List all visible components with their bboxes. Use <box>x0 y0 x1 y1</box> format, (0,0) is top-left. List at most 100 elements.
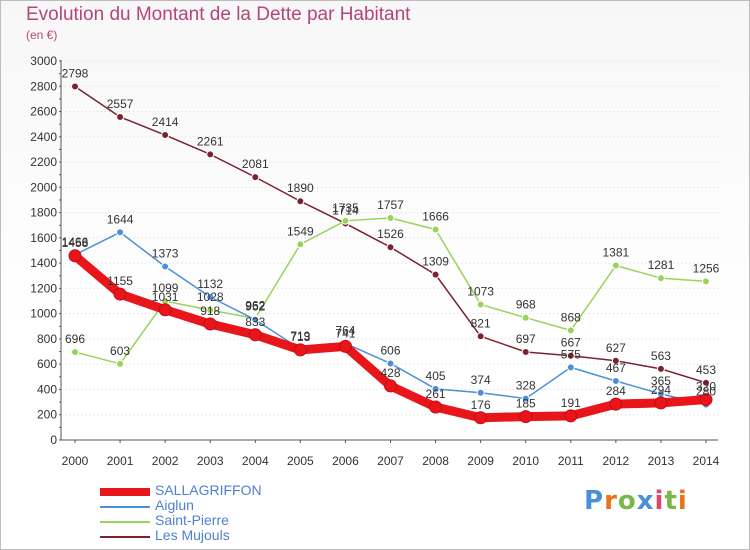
data-point <box>161 262 170 271</box>
legend-item-les-mujouls: Les Mujouls <box>100 527 300 545</box>
legend-swatch-aiglun <box>100 506 150 508</box>
data-label: 1028 <box>197 290 224 304</box>
data-label: 833 <box>245 315 265 329</box>
data-point <box>206 306 215 315</box>
data-label: 320 <box>696 380 716 394</box>
logo-letter: i <box>677 486 688 516</box>
data-point <box>113 287 127 301</box>
data-label: 1666 <box>422 210 449 224</box>
data-label: 1644 <box>107 212 134 226</box>
data-point <box>161 131 170 140</box>
data-label: 563 <box>651 349 671 363</box>
x-tick-label: 2000 <box>62 454 89 468</box>
legend-item-saint-pierre: Saint-Pierre <box>100 512 300 530</box>
x-tick-label: 2001 <box>107 454 134 468</box>
x-tick-label: 2005 <box>287 454 314 468</box>
y-tick-label: 600 <box>37 357 57 371</box>
data-label: 968 <box>516 298 536 312</box>
data-point <box>564 409 578 423</box>
data-label: 1549 <box>287 224 314 238</box>
y-tick-label: 200 <box>37 408 57 422</box>
data-label: 1735 <box>332 201 359 215</box>
data-point <box>476 300 485 309</box>
y-tick-label: 2200 <box>30 155 57 169</box>
data-label: 261 <box>426 387 446 401</box>
data-label: 176 <box>471 398 491 412</box>
data-label: 453 <box>696 363 716 377</box>
data-label: 374 <box>471 373 491 387</box>
data-point <box>702 277 710 286</box>
chart-title: Evolution du Montant de la Dette par Hab… <box>26 4 411 25</box>
legend-item-aiglun: Aiglun <box>100 497 300 515</box>
data-label: 1309 <box>422 255 449 269</box>
data-label: 952 <box>245 300 265 314</box>
data-label: 697 <box>516 332 536 346</box>
y-tick-label: 400 <box>37 382 57 396</box>
data-point <box>521 394 530 403</box>
data-point <box>656 274 665 283</box>
data-point <box>611 377 620 386</box>
data-label: 1373 <box>152 247 179 261</box>
x-tick-label: 2012 <box>603 454 630 468</box>
data-point <box>203 317 217 331</box>
data-point <box>386 243 395 252</box>
data-label: 1031 <box>152 290 179 304</box>
data-point <box>611 356 620 365</box>
data-label: 191 <box>561 396 581 410</box>
data-label: 696 <box>65 332 85 346</box>
data-label: 1526 <box>377 227 404 241</box>
x-tick-label: 2013 <box>648 454 675 468</box>
proxiti-logo: Proxiti <box>584 486 688 516</box>
data-point <box>206 292 215 301</box>
y-tick-label: 1400 <box>30 256 57 270</box>
data-label: 2798 <box>62 67 89 81</box>
y-tick-label: 1000 <box>30 307 57 321</box>
x-tick-label: 2008 <box>422 454 449 468</box>
data-label: 365 <box>651 374 671 388</box>
data-label: 764 <box>335 323 355 337</box>
y-tick-label: 1200 <box>30 281 57 295</box>
data-point <box>338 339 352 353</box>
data-label: 719 <box>290 329 310 343</box>
data-point <box>116 359 125 368</box>
data-label: 821 <box>471 316 491 330</box>
data-point <box>251 173 260 182</box>
data-point <box>68 249 82 263</box>
logo-letter: t <box>664 486 678 516</box>
data-point <box>566 351 575 360</box>
legend-swatch-sallagriffon <box>100 488 150 496</box>
data-label: 185 <box>516 397 536 411</box>
data-label: 575 <box>561 347 581 361</box>
y-tick-label: 3000 <box>30 54 57 68</box>
data-point <box>521 347 530 356</box>
data-label: 1466 <box>62 235 89 249</box>
data-label: 918 <box>200 304 220 318</box>
data-point <box>474 411 488 425</box>
data-point <box>296 240 305 249</box>
data-point <box>158 303 172 317</box>
data-label: 741 <box>335 326 355 340</box>
y-tick-label: 2000 <box>30 180 57 194</box>
legend-swatch-saint-pierre <box>100 521 150 523</box>
data-label: 467 <box>606 361 626 375</box>
y-tick-label: 2400 <box>30 130 57 144</box>
x-tick-label: 2002 <box>152 454 179 468</box>
data-label: 868 <box>561 310 581 324</box>
y-tick-label: 800 <box>37 332 57 346</box>
data-point <box>431 270 440 279</box>
x-tick-label: 2009 <box>467 454 494 468</box>
data-label: 328 <box>516 379 536 393</box>
chart-subtitle: (en €) <box>26 28 58 42</box>
data-label: 667 <box>561 336 581 350</box>
data-label: 2081 <box>242 157 269 171</box>
y-tick-label: 1600 <box>30 231 57 245</box>
data-label: 1073 <box>467 284 494 298</box>
y-tick-label: 1800 <box>30 206 57 220</box>
data-point <box>656 364 665 373</box>
data-point <box>702 378 710 387</box>
data-label: 428 <box>380 366 400 380</box>
data-point <box>116 228 125 237</box>
x-tick-label: 2006 <box>332 454 359 468</box>
